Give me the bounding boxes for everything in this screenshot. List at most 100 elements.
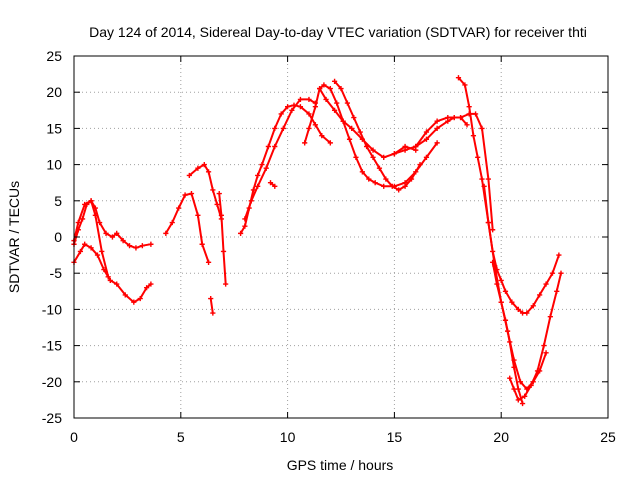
data-point	[490, 227, 496, 233]
data-point	[464, 122, 470, 128]
data-point	[485, 219, 491, 226]
data-point	[554, 288, 560, 294]
data-point	[280, 125, 286, 131]
data-point	[479, 125, 485, 131]
data-point	[214, 201, 220, 208]
data-point	[88, 198, 94, 204]
series-line	[243, 98, 317, 220]
data-point	[455, 75, 462, 81]
data-point	[272, 183, 278, 189]
data-point	[297, 96, 304, 103]
data-point	[511, 364, 517, 370]
series-track-2	[71, 241, 154, 305]
data-point	[75, 219, 81, 226]
data-point	[351, 114, 357, 121]
data-point	[547, 314, 553, 320]
series-track-12	[317, 82, 440, 189]
data-point	[205, 169, 212, 175]
series-track-17	[481, 183, 562, 316]
data-point	[353, 154, 359, 160]
data-point	[82, 241, 88, 247]
data-point	[94, 252, 101, 258]
data-point	[423, 154, 430, 160]
data-point	[472, 111, 479, 117]
series-line	[508, 272, 562, 401]
data-point	[391, 151, 397, 157]
data-point	[199, 241, 205, 247]
data-point	[498, 277, 504, 284]
data-point	[507, 339, 513, 345]
data-point	[195, 212, 201, 218]
data-point	[88, 245, 94, 251]
data-point	[423, 136, 430, 142]
data-point	[511, 386, 517, 392]
data-point	[312, 104, 318, 110]
data-point	[259, 162, 265, 168]
series-layer	[71, 75, 564, 407]
data-point	[515, 397, 521, 403]
data-point	[537, 292, 543, 298]
data-point	[105, 274, 111, 280]
data-point	[466, 104, 472, 110]
data-point	[485, 176, 491, 182]
y-tick-label: -10	[42, 301, 62, 317]
data-point	[349, 125, 355, 131]
data-point	[323, 96, 329, 103]
data-point	[479, 176, 485, 182]
data-point	[451, 114, 457, 121]
data-point	[114, 230, 120, 236]
data-point	[494, 266, 500, 273]
data-point	[344, 100, 351, 106]
data-point	[248, 198, 254, 204]
data-point	[364, 143, 370, 150]
data-point	[481, 183, 487, 189]
data-point	[122, 292, 128, 298]
data-point	[517, 379, 524, 385]
x-tick-label: 20	[493, 429, 509, 445]
data-point	[182, 192, 188, 198]
data-point	[216, 190, 222, 197]
data-point	[434, 140, 440, 146]
y-tick-label: 10	[46, 157, 62, 173]
data-point	[302, 140, 308, 146]
series-track-6	[208, 295, 216, 316]
data-point	[265, 143, 271, 150]
data-point	[359, 169, 365, 175]
data-point	[331, 107, 338, 113]
data-point	[195, 165, 201, 171]
y-tick-label: 20	[46, 84, 62, 100]
data-point	[120, 238, 126, 244]
y-tick-label: -25	[42, 410, 62, 426]
series-line	[164, 192, 210, 264]
data-point	[372, 180, 378, 186]
data-point	[103, 230, 109, 236]
axis-ticks	[73, 55, 609, 419]
data-point	[242, 216, 248, 222]
x-tick-label: 0	[70, 429, 78, 445]
data-point	[97, 219, 103, 226]
data-point	[498, 299, 504, 305]
data-point	[402, 147, 408, 153]
data-point	[208, 295, 214, 302]
data-point	[524, 310, 530, 316]
data-point	[242, 223, 248, 229]
data-point	[77, 248, 84, 255]
y-tick-label: 15	[46, 120, 62, 136]
data-point	[139, 243, 145, 249]
data-point	[223, 281, 229, 287]
data-point	[381, 183, 387, 189]
data-point	[220, 248, 227, 255]
data-point	[338, 85, 344, 92]
data-point	[188, 190, 195, 197]
data-point	[396, 187, 402, 193]
series-track-10	[267, 180, 278, 189]
data-point	[490, 248, 496, 255]
data-point	[218, 212, 224, 218]
data-point	[530, 303, 536, 309]
data-point	[109, 234, 116, 240]
data-point	[549, 270, 556, 276]
data-point	[357, 129, 363, 135]
x-tick-label: 5	[177, 429, 185, 445]
data-point	[346, 136, 353, 142]
